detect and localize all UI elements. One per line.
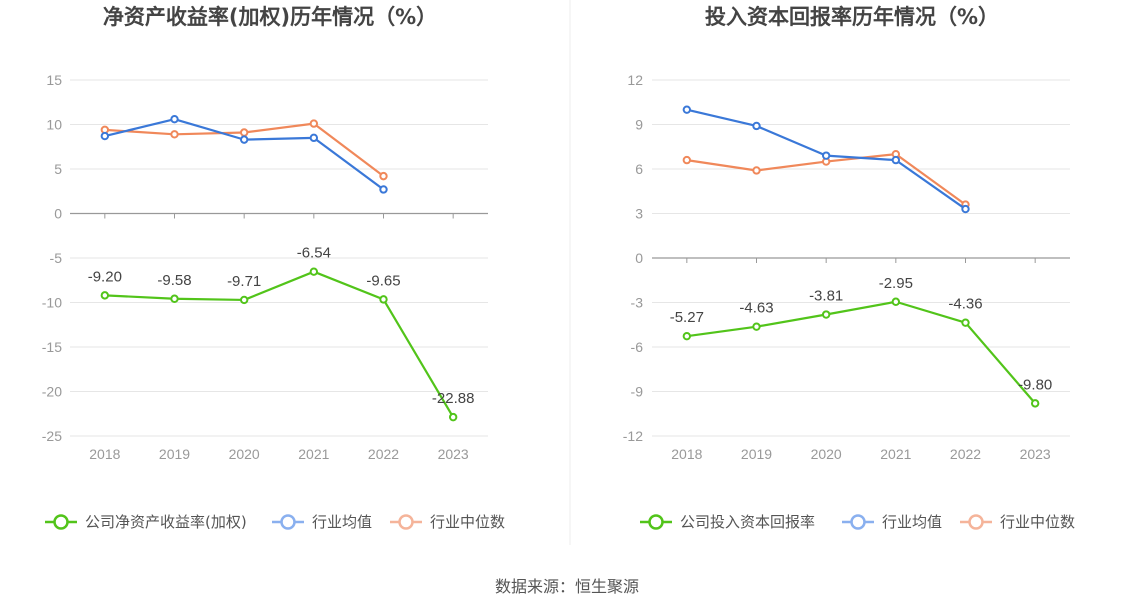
- x-tick-label: 2021: [298, 446, 329, 462]
- y-tick-label: -5: [50, 250, 63, 266]
- data-point-company[interactable]: [379, 295, 388, 304]
- data-point-company[interactable]: [752, 322, 761, 331]
- data-label: -2.95: [879, 275, 913, 292]
- x-tick-label: 2019: [159, 446, 190, 462]
- series-line-company: [104, 270, 455, 418]
- data-point-industry_avg[interactable]: [170, 114, 179, 124]
- data-label: -5.27: [670, 309, 704, 326]
- y-tick-label: 12: [627, 72, 643, 88]
- y-tick-label: 0: [54, 206, 62, 222]
- legend-item-company[interactable]: 公司投入资本回报率: [640, 513, 815, 531]
- y-tick-label: -20: [42, 384, 62, 400]
- y-tick-label: -6: [631, 339, 644, 355]
- data-point-industry_median[interactable]: [239, 128, 249, 137]
- data-label: -9.80: [1018, 376, 1052, 393]
- data-point-company[interactable]: [821, 310, 831, 319]
- y-tick-label: -10: [42, 295, 62, 311]
- y-tick-label: 10: [46, 117, 62, 133]
- x-tick-label: 2019: [741, 446, 772, 462]
- legend-item-company[interactable]: 公司净资产收益率(加权): [45, 513, 247, 531]
- y-tick-label: -15: [42, 339, 62, 355]
- legend-item-industry_avg[interactable]: 行业均值: [842, 513, 942, 531]
- x-tick-label: 2023: [1020, 446, 1051, 462]
- legend-label: 公司净资产收益率(加权): [85, 513, 247, 531]
- legend-swatch-marker: [968, 514, 984, 530]
- x-tick-label: 2021: [880, 446, 911, 462]
- data-point-industry_avg[interactable]: [309, 133, 319, 143]
- data-point-company[interactable]: [891, 297, 901, 306]
- data-label: -9.58: [157, 272, 191, 289]
- legend-label: 行业均值: [312, 513, 372, 531]
- data-point-industry_avg[interactable]: [821, 151, 831, 160]
- roic-chart: 投入资本回报率历年情况（%） 12 9 6 3 0 -3 -6 -9 -12 2018 2019 202…: [623, 5, 1075, 531]
- y-tick-label: 3: [635, 206, 643, 222]
- y-tick-label: 6: [635, 161, 643, 177]
- data-point-industry_avg[interactable]: [379, 185, 388, 194]
- data-point-industry_median[interactable]: [309, 119, 319, 128]
- legend-label: 公司投入资本回报率: [680, 513, 815, 531]
- data-point-industry_median[interactable]: [379, 171, 388, 181]
- y-tick-label: 0: [635, 250, 643, 266]
- data-point-industry_avg[interactable]: [891, 155, 901, 165]
- data-label: -3.81: [809, 288, 843, 305]
- y-tick-label: 15: [46, 72, 62, 88]
- roe-chart: 净资产收益率(加权)历年情况（%） 15 10 5 0 -5 -10 -15 -20 -25 201…: [42, 5, 505, 531]
- chart-title: 投入资本回报率历年情况（%）: [705, 5, 999, 29]
- data-point-company[interactable]: [309, 267, 319, 276]
- legend-label: 行业均值: [882, 513, 942, 531]
- y-tick-label: -25: [42, 428, 62, 444]
- x-tick-label: 2018: [671, 446, 702, 462]
- y-tick-label: 9: [635, 117, 643, 133]
- data-label: -9.71: [227, 273, 261, 290]
- legend-item-industry_avg[interactable]: 行业均值: [272, 513, 372, 531]
- data-point-company[interactable]: [448, 412, 458, 422]
- y-tick-label: -9: [631, 384, 644, 400]
- legend-swatch-marker: [280, 514, 296, 530]
- legend-swatch-marker: [850, 514, 866, 530]
- data-label: -9.65: [366, 272, 400, 289]
- chart-title: 净资产收益率(加权)历年情况（%）: [103, 5, 437, 29]
- data-point-company[interactable]: [1030, 399, 1040, 408]
- legend-label: 行业中位数: [1000, 513, 1075, 531]
- data-point-company[interactable]: [961, 318, 970, 327]
- data-point-company[interactable]: [170, 294, 179, 303]
- legend-label: 行业中位数: [430, 513, 505, 531]
- data-label: -9.20: [88, 268, 122, 285]
- data-point-company[interactable]: [100, 291, 110, 300]
- data-point-industry_avg[interactable]: [961, 204, 970, 214]
- x-tick-label: 2020: [811, 446, 842, 462]
- data-point-industry_median[interactable]: [682, 155, 692, 165]
- data-label: -6.54: [297, 245, 331, 262]
- data-label: -22.88: [432, 390, 475, 407]
- legend-swatch-marker: [398, 514, 414, 530]
- data-label: -4.63: [739, 300, 773, 317]
- x-tick-label: 2018: [89, 446, 120, 462]
- legend-item-industry_median[interactable]: 行业中位数: [960, 513, 1075, 531]
- x-tick-label: 2022: [950, 446, 981, 462]
- x-tick-label: 2020: [229, 446, 260, 462]
- series-line-company: [686, 300, 1036, 405]
- data-point-industry_median[interactable]: [752, 166, 761, 175]
- y-tick-label: -3: [631, 295, 644, 311]
- x-tick-label: 2022: [368, 446, 399, 462]
- data-point-company[interactable]: [682, 331, 692, 341]
- legend-swatch-marker: [53, 514, 69, 530]
- data-point-industry_avg[interactable]: [100, 131, 110, 141]
- data-label: -4.36: [948, 296, 982, 313]
- data-source: 数据来源：恒生聚源: [495, 577, 639, 596]
- legend-item-industry_median[interactable]: 行业中位数: [390, 513, 505, 531]
- data-point-industry_avg[interactable]: [682, 105, 692, 114]
- data-point-industry_avg[interactable]: [239, 135, 249, 144]
- data-point-company[interactable]: [239, 295, 249, 305]
- data-point-industry_median[interactable]: [170, 130, 179, 139]
- data-point-industry_avg[interactable]: [752, 121, 761, 131]
- legend-swatch-marker: [648, 514, 664, 530]
- y-tick-label: 5: [54, 161, 62, 177]
- x-tick-label: 2023: [438, 446, 469, 462]
- y-tick-label: -12: [623, 428, 643, 444]
